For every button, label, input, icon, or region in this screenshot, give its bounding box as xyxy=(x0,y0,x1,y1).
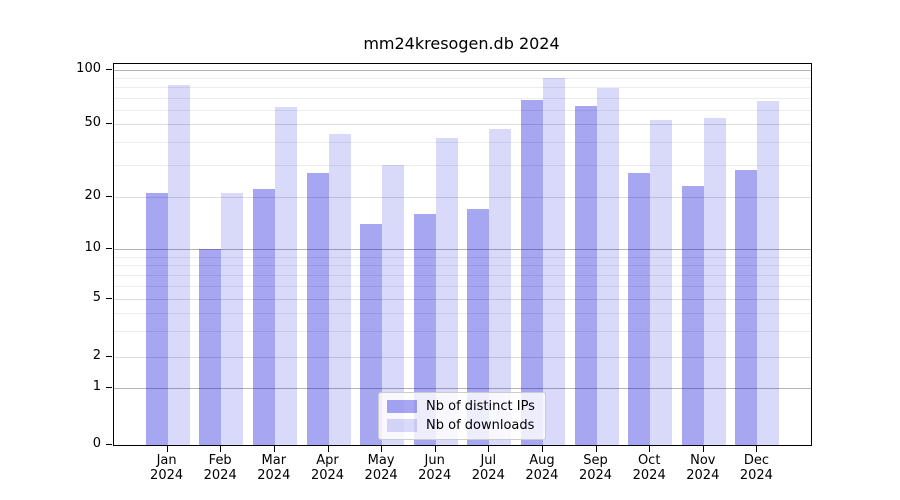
gridline-3 xyxy=(114,331,811,333)
legend: Nb of distinct IPs Nb of downloads xyxy=(378,392,546,440)
bar-ips-mar xyxy=(252,189,275,445)
y-tick-label-2: 2 xyxy=(92,348,101,363)
bar-downloads-jul xyxy=(489,128,512,445)
x-tick-oct xyxy=(649,446,651,452)
gridline-1 xyxy=(114,388,811,389)
legend-swatch-downloads-icon xyxy=(387,419,417,432)
x-tick-label-oct: Oct 2024 xyxy=(632,453,666,483)
y-tick-20 xyxy=(106,196,112,197)
gridline-100 xyxy=(114,70,811,71)
gridline-4 xyxy=(114,313,811,315)
x-tick-jun xyxy=(434,446,436,452)
y-tick-100 xyxy=(106,69,112,70)
gridline-5 xyxy=(114,299,811,300)
y-tick-label-10: 10 xyxy=(84,240,101,255)
bar-ips-may xyxy=(360,223,383,445)
gridline-7 xyxy=(114,274,811,276)
bar-ips-dec xyxy=(735,170,758,445)
gridline-40 xyxy=(114,141,811,143)
x-tick-label-apr: Apr 2024 xyxy=(310,453,345,483)
x-tick-sep xyxy=(595,446,597,452)
gridline-9 xyxy=(114,256,811,258)
bar-ips-jan xyxy=(145,193,168,445)
legend-label-downloads: Nb of downloads xyxy=(426,418,535,433)
y-tick-label-50: 50 xyxy=(84,115,101,130)
legend-swatch-ips-icon xyxy=(387,400,417,413)
x-tick-label-may: May 2024 xyxy=(364,453,398,483)
bar-ips-jun xyxy=(413,213,436,445)
legend-entry-ips: Nb of distinct IPs xyxy=(387,397,535,416)
x-tick-may xyxy=(381,446,383,452)
bar-downloads-jan xyxy=(167,85,190,445)
x-tick-label-dec: Dec 2024 xyxy=(739,453,773,483)
x-tick-mar xyxy=(273,446,275,452)
y-tick-label-20: 20 xyxy=(84,188,101,203)
chart-title: mm24kresogen.db 2024 xyxy=(363,34,560,53)
bar-ips-aug xyxy=(520,100,543,445)
bar-ips-apr xyxy=(306,173,329,445)
bar-ips-jul xyxy=(467,209,490,445)
x-tick-jan xyxy=(166,446,168,452)
bar-downloads-may xyxy=(382,164,405,445)
bar-ips-oct xyxy=(628,173,651,445)
gridline-10 xyxy=(114,249,811,250)
y-tick-50 xyxy=(106,123,112,124)
x-tick-label-jul: Jul 2024 xyxy=(471,453,505,483)
gridline-80 xyxy=(114,87,811,89)
bar-downloads-nov xyxy=(703,118,726,445)
y-tick-5 xyxy=(106,298,112,299)
bar-downloads-mar xyxy=(274,107,297,445)
bar-downloads-dec xyxy=(757,101,780,445)
bar-downloads-feb xyxy=(221,193,244,445)
y-tick-1 xyxy=(106,387,112,388)
gridline-30 xyxy=(114,164,811,166)
x-tick-nov xyxy=(702,446,704,452)
bar-ips-feb xyxy=(199,249,222,445)
x-tick-label-nov: Nov 2024 xyxy=(686,453,720,483)
y-tick-label-1: 1 xyxy=(92,379,101,394)
x-tick-label-jan: Jan 2024 xyxy=(150,453,184,483)
x-tick-jul xyxy=(488,446,490,452)
x-tick-label-aug: Aug 2024 xyxy=(525,453,559,483)
x-tick-aug xyxy=(541,446,543,452)
x-tick-feb xyxy=(220,446,222,452)
x-tick-apr xyxy=(327,446,329,452)
gridline-90 xyxy=(114,78,811,80)
y-tick-0 xyxy=(106,444,112,445)
x-tick-label-mar: Mar 2024 xyxy=(257,453,291,483)
bar-downloads-oct xyxy=(650,119,673,445)
plot-area xyxy=(113,63,812,446)
bar-ips-nov xyxy=(681,185,704,445)
bar-downloads-jun xyxy=(435,137,458,445)
gridline-6 xyxy=(114,285,811,287)
y-tick-label-100: 100 xyxy=(76,61,101,76)
gridline-2 xyxy=(114,357,811,358)
x-tick-dec xyxy=(756,446,758,452)
bar-ips-sep xyxy=(574,106,597,445)
legend-label-ips: Nb of distinct IPs xyxy=(426,399,535,414)
bar-downloads-sep xyxy=(596,88,619,445)
gridline-8 xyxy=(114,265,811,267)
x-tick-label-jun: Jun 2024 xyxy=(418,453,452,483)
gridline-60 xyxy=(114,109,811,111)
bar-downloads-apr xyxy=(328,134,351,445)
x-tick-label-sep: Sep 2024 xyxy=(578,453,613,483)
y-tick-label-5: 5 xyxy=(92,290,101,305)
x-tick-label-feb: Feb 2024 xyxy=(203,453,237,483)
y-tick-10 xyxy=(106,248,112,249)
legend-entry-downloads: Nb of downloads xyxy=(387,416,535,435)
gridline-20 xyxy=(114,197,811,198)
gridline-50 xyxy=(114,124,811,125)
gridline-70 xyxy=(114,97,811,99)
y-tick-2 xyxy=(106,356,112,357)
bar-downloads-aug xyxy=(542,78,565,445)
y-tick-label-0: 0 xyxy=(92,436,101,451)
